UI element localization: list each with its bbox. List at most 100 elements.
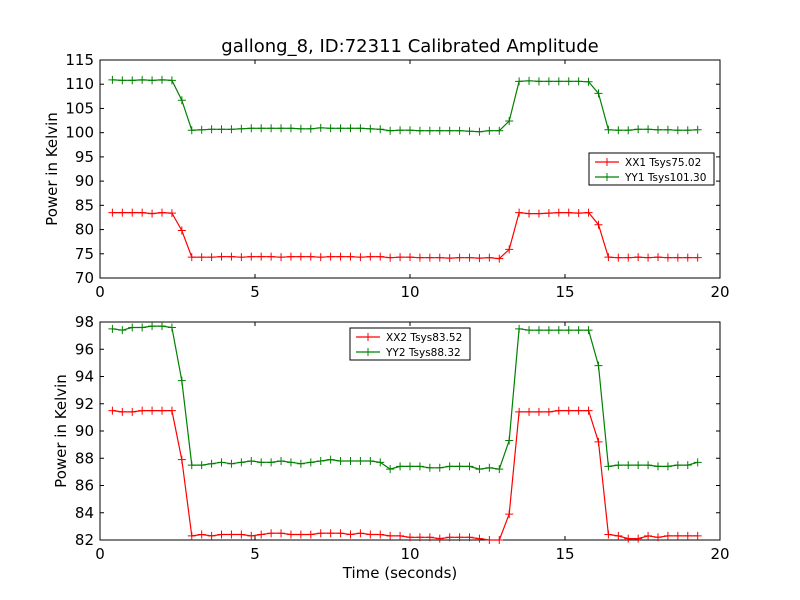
data-point	[406, 462, 414, 471]
data-point	[277, 124, 286, 133]
x-tick-label: 10	[400, 283, 419, 301]
legend-marker	[364, 333, 372, 341]
data-point	[207, 125, 216, 134]
chart-panel-1: 0 5 10 15 20 70 75 80 85 90 95 100 105 110 115 Power in…	[43, 51, 730, 301]
data-point	[634, 461, 643, 470]
data-point	[544, 326, 553, 335]
data-point	[286, 252, 295, 261]
data-point	[227, 459, 236, 468]
y-tick-label: 100	[65, 124, 94, 142]
data-point	[316, 253, 325, 262]
data-point	[257, 252, 266, 261]
data-point	[167, 76, 176, 85]
data-point	[564, 406, 573, 415]
data-point	[455, 533, 464, 542]
data-point	[237, 253, 246, 262]
data-point	[574, 326, 583, 335]
data-point	[366, 252, 375, 261]
data-point	[257, 458, 266, 467]
data-point	[366, 530, 375, 539]
legend-label: YY1 Tsys101.30	[624, 172, 706, 184]
data-point	[267, 529, 276, 538]
data-point	[634, 125, 643, 134]
data-point	[693, 531, 702, 540]
y-tick-label: 92	[75, 395, 94, 413]
legend-marker	[603, 158, 611, 166]
data-point	[396, 462, 405, 471]
data-point	[346, 530, 355, 539]
data-point	[465, 533, 474, 542]
data-point	[346, 124, 355, 133]
data-point	[158, 75, 166, 84]
y-tick-label: 98	[75, 313, 94, 331]
data-point	[594, 361, 603, 370]
data-point	[673, 531, 682, 540]
data-point	[495, 254, 504, 263]
data-point	[197, 125, 206, 134]
y-tick-label: 90	[75, 172, 94, 190]
data-point	[296, 459, 305, 468]
data-point	[247, 252, 256, 261]
data-point	[406, 533, 414, 542]
data-point	[406, 253, 414, 262]
data-point	[356, 456, 365, 465]
y-tick-label: 115	[65, 51, 94, 69]
data-point	[475, 534, 484, 543]
x-tick-label: 5	[250, 283, 260, 301]
data-point	[356, 124, 365, 133]
data-point	[604, 253, 613, 262]
data-point	[564, 208, 573, 217]
legend: XX1 Tsys75.02 YY1 Tsys101.30	[588, 152, 715, 186]
data-point	[415, 533, 424, 542]
data-point	[177, 226, 186, 235]
data-point	[128, 407, 137, 416]
data-point	[326, 124, 335, 133]
data-point	[187, 253, 196, 262]
data-point	[673, 461, 682, 470]
data-point	[654, 125, 662, 134]
data-point	[624, 126, 633, 135]
data-point	[495, 536, 504, 544]
data-point	[495, 465, 504, 474]
data-point	[654, 462, 662, 471]
data-point	[217, 252, 226, 261]
data-point	[376, 125, 385, 134]
data-point	[376, 252, 385, 261]
data-point	[376, 530, 385, 539]
legend-box	[349, 327, 471, 361]
data-point	[187, 126, 196, 135]
x-tick-label: 10	[400, 545, 419, 563]
data-point	[644, 461, 653, 470]
data-point	[534, 77, 543, 86]
data-point	[624, 461, 633, 470]
data-point	[167, 406, 176, 415]
data-point	[227, 252, 236, 261]
data-point	[128, 323, 137, 332]
data-point	[306, 124, 315, 133]
data-point	[485, 126, 494, 135]
data-point	[425, 533, 434, 542]
data-point	[445, 462, 454, 471]
data-point	[525, 76, 534, 85]
data-point	[584, 406, 593, 415]
data-point	[148, 322, 157, 331]
data-point	[505, 117, 514, 126]
data-point	[286, 124, 295, 133]
x-tick-label: 20	[710, 545, 729, 563]
data-point	[415, 126, 424, 135]
y-tick-label: 110	[65, 75, 94, 93]
data-point	[534, 407, 543, 416]
data-point	[118, 76, 127, 85]
data-point	[277, 529, 286, 538]
y-tick-label: 80	[75, 221, 94, 239]
data-point	[158, 406, 166, 415]
data-point	[564, 326, 573, 335]
data-point	[197, 461, 206, 470]
data-point	[217, 530, 226, 539]
data-point	[663, 462, 672, 471]
data-point	[108, 75, 117, 84]
data-point	[534, 209, 543, 218]
data-point	[386, 465, 395, 474]
data-point	[108, 208, 117, 217]
